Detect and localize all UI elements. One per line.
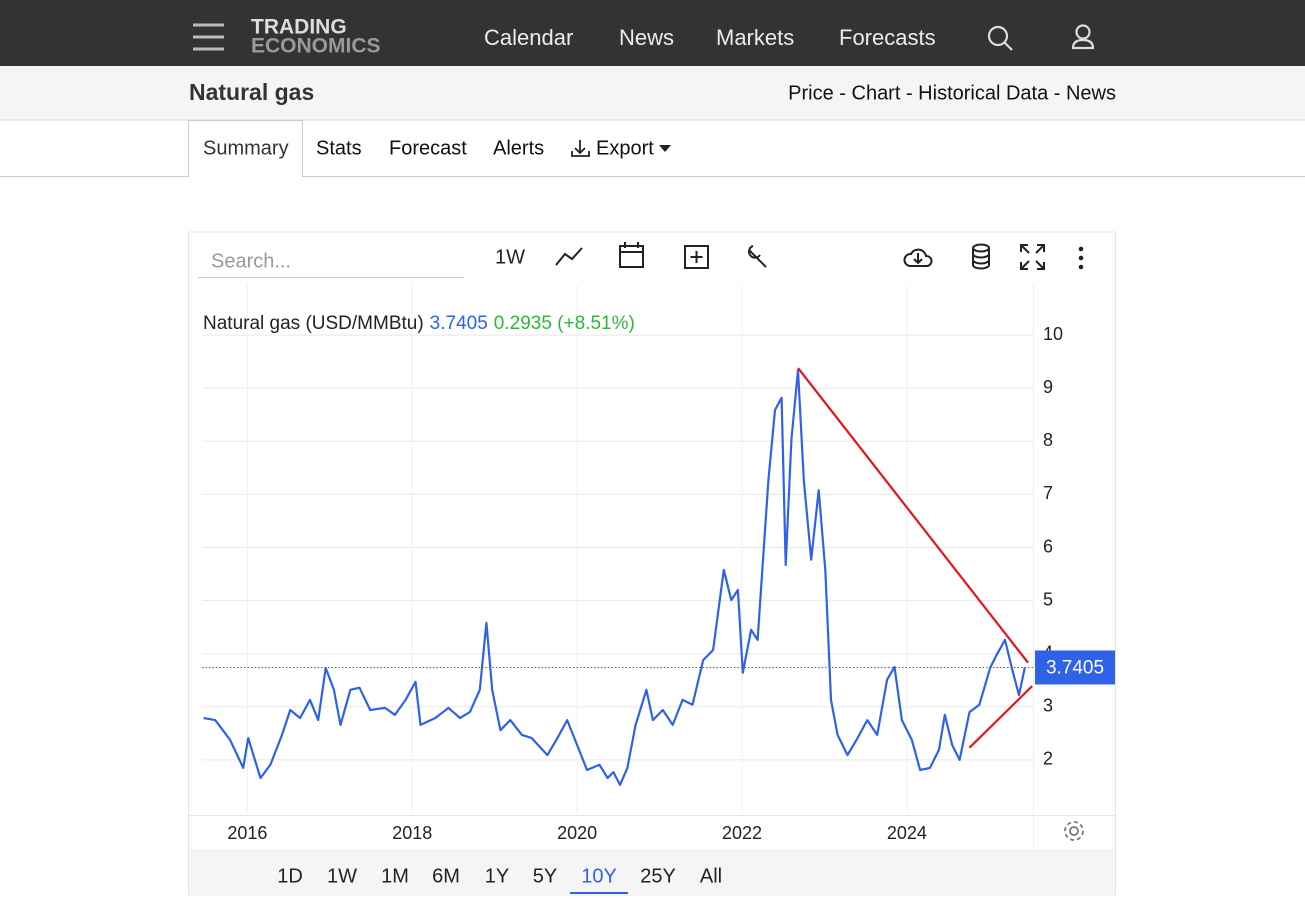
active-tab [188,120,303,177]
y-tick-label: 9 [1043,377,1053,397]
logo[interactable]: ECONOMICS [251,35,381,58]
legend: Natural gas (USD/MMBtu) 3.7405 0.2935 (+8.… [203,313,635,334]
search-icon[interactable] [987,25,1013,51]
settings-button[interactable] [1064,821,1084,841]
price-line [203,369,1026,786]
y-tick-label: 10 [1043,324,1063,344]
y-tick-label: 8 [1043,430,1053,450]
tab[interactable]: Alerts [493,137,544,159]
range-button[interactable]: 25Y [640,865,676,887]
tools-button[interactable] [748,245,767,268]
top-bar [0,0,1305,66]
y-tick-label: 7 [1043,483,1053,503]
add-indicator-button[interactable] [684,245,709,269]
range-button[interactable]: 5Y [533,865,557,887]
section-links[interactable]: Price - Chart - Historical Data - News [788,82,1116,104]
interval-button[interactable]: 1W [495,246,525,268]
search-input[interactable]: Search... [211,250,291,272]
x-tick-label: 2020 [557,823,597,843]
x-tick-label: 2022 [722,823,762,843]
legend-text: 0.2935 (+8.51%) [494,313,635,334]
range-button[interactable]: 1D [277,865,303,887]
legend-text: Natural gas (USD/MMBtu) [203,313,424,334]
range-button[interactable]: All [700,865,722,887]
trend-line [968,685,1033,749]
range-button[interactable]: 1W [327,865,357,887]
download-button[interactable] [903,248,933,267]
last-price-box [1035,650,1115,685]
x-tick-label: 2016 [227,823,267,843]
y-tick-label: 5 [1043,589,1053,609]
x-tick-label: 2024 [887,823,927,843]
tab[interactable]: Export [596,137,654,159]
range-button[interactable]: 1Y [485,865,509,887]
nav-link[interactable]: Forecasts [839,25,936,50]
sub-bar [0,66,1305,120]
logo[interactable]: TRADING [251,16,347,39]
more-button[interactable] [1078,246,1084,270]
user-icon[interactable] [1071,24,1095,50]
dropdown-caret [659,145,671,152]
range-button[interactable]: 6M [432,865,460,887]
x-tick-label: 2018 [392,823,432,843]
tab[interactable]: Summary [203,137,289,159]
tab[interactable]: Forecast [389,137,467,159]
nav-link[interactable]: Calendar [484,25,573,50]
range-button[interactable]: 10Y [581,865,617,887]
calendar-button[interactable] [619,242,644,268]
y-tick-label: 6 [1043,536,1053,556]
legend-text: 3.7405 [430,313,488,334]
menu-button[interactable] [193,23,224,51]
range-bar [189,849,1115,895]
data-button[interactable] [972,243,990,270]
chart-type-button[interactable] [555,247,583,266]
tab[interactable]: Stats [316,137,362,159]
nav-link[interactable]: News [619,25,674,50]
fullscreen-button[interactable] [1020,244,1045,270]
y-tick-label: 3 [1043,696,1053,716]
y-tick-label: 2 [1043,749,1053,769]
nav-link[interactable]: Markets [716,25,794,50]
export-icon [571,140,590,157]
range-button[interactable]: 1M [381,865,409,887]
last-price-label: 3.7405 [1046,657,1104,678]
page-title: Natural gas [189,79,314,105]
trend-line [797,367,1029,664]
